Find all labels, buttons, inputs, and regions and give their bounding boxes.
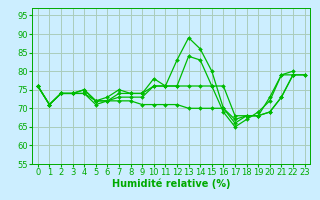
X-axis label: Humidité relative (%): Humidité relative (%) [112, 179, 230, 189]
